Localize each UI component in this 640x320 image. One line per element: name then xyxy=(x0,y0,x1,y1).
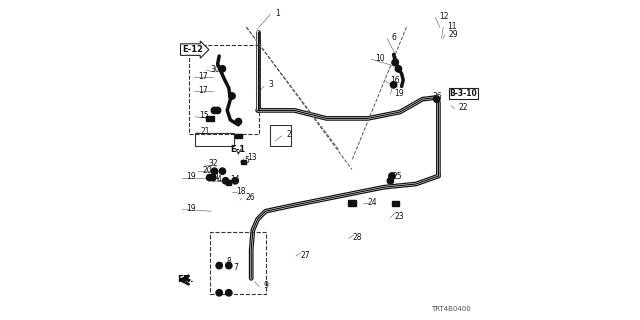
Text: 17: 17 xyxy=(198,72,207,81)
Text: B-3-10: B-3-10 xyxy=(450,89,477,98)
Circle shape xyxy=(216,290,223,296)
Text: 6: 6 xyxy=(391,33,396,42)
Text: 26: 26 xyxy=(433,92,442,101)
Circle shape xyxy=(387,178,394,184)
Text: 10: 10 xyxy=(375,54,385,63)
Circle shape xyxy=(232,178,238,184)
Circle shape xyxy=(219,168,226,174)
Text: 1: 1 xyxy=(275,9,280,18)
Circle shape xyxy=(226,290,232,296)
Text: 18: 18 xyxy=(236,187,246,196)
Bar xyxy=(241,160,246,164)
Text: 15: 15 xyxy=(199,111,209,120)
Circle shape xyxy=(390,82,397,88)
Circle shape xyxy=(219,66,226,72)
Bar xyxy=(270,125,291,146)
Text: 14: 14 xyxy=(230,175,239,184)
Bar xyxy=(189,45,259,134)
Text: 24: 24 xyxy=(367,198,377,207)
Bar xyxy=(227,180,231,185)
Text: 27: 27 xyxy=(300,251,310,260)
Text: 20: 20 xyxy=(202,166,212,175)
Text: 2: 2 xyxy=(287,130,291,139)
Circle shape xyxy=(396,66,402,72)
Bar xyxy=(210,232,266,294)
Text: 9: 9 xyxy=(264,281,269,290)
Circle shape xyxy=(226,262,232,269)
Circle shape xyxy=(236,118,242,125)
Text: 17: 17 xyxy=(198,86,207,95)
Text: 29: 29 xyxy=(449,30,458,39)
Circle shape xyxy=(229,93,236,99)
Text: 5: 5 xyxy=(244,156,249,164)
Text: 31: 31 xyxy=(211,172,220,181)
Text: FR.: FR. xyxy=(178,276,194,284)
Text: 25: 25 xyxy=(393,172,403,181)
Text: 21: 21 xyxy=(201,127,211,136)
Bar xyxy=(205,116,214,121)
Circle shape xyxy=(389,173,396,179)
Text: 19: 19 xyxy=(186,204,196,213)
Bar xyxy=(348,200,356,206)
Text: 12: 12 xyxy=(440,12,449,21)
Text: 16: 16 xyxy=(390,76,399,85)
Circle shape xyxy=(214,107,221,114)
Text: E-12: E-12 xyxy=(182,45,203,54)
Text: E-1: E-1 xyxy=(230,145,245,154)
Text: 19: 19 xyxy=(186,172,196,181)
Circle shape xyxy=(210,174,216,181)
Text: 19: 19 xyxy=(394,89,404,98)
Text: 26: 26 xyxy=(246,193,255,202)
Text: 4: 4 xyxy=(217,175,222,184)
Text: TRT4B0400: TRT4B0400 xyxy=(431,306,470,312)
Text: 30: 30 xyxy=(211,65,220,74)
Text: 23: 23 xyxy=(394,212,404,221)
Text: 22: 22 xyxy=(458,103,468,112)
Circle shape xyxy=(434,96,440,102)
Text: 7: 7 xyxy=(233,263,238,272)
Circle shape xyxy=(211,168,218,174)
Circle shape xyxy=(392,59,398,66)
Text: 13: 13 xyxy=(248,153,257,162)
Bar xyxy=(195,133,234,146)
Bar xyxy=(392,201,399,206)
Circle shape xyxy=(211,107,218,114)
Circle shape xyxy=(206,174,212,181)
Bar xyxy=(236,134,242,138)
Text: 11: 11 xyxy=(447,22,457,31)
Circle shape xyxy=(223,178,229,184)
Text: 8: 8 xyxy=(227,257,231,266)
Circle shape xyxy=(216,262,223,269)
Text: 3: 3 xyxy=(269,80,274,89)
Text: 32: 32 xyxy=(209,159,218,168)
Text: 28: 28 xyxy=(353,233,362,242)
